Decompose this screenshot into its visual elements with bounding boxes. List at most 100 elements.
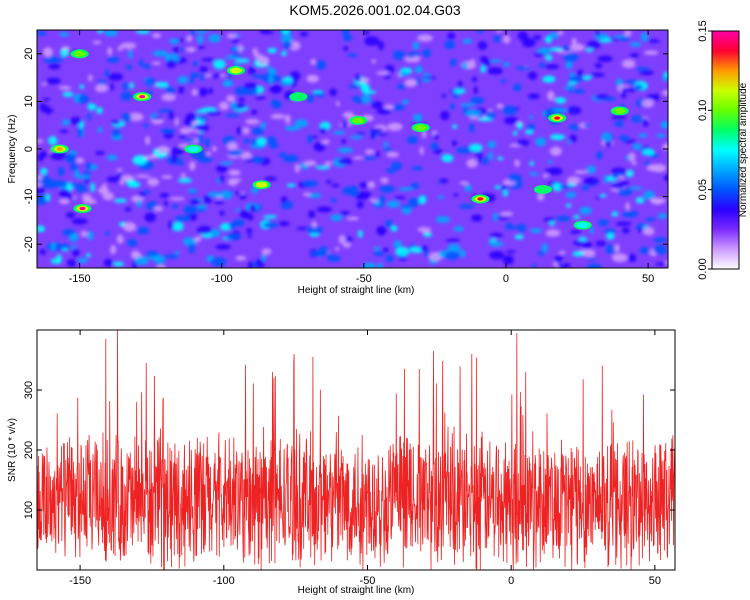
spectrogram-texture xyxy=(482,157,489,165)
spectrogram-texture xyxy=(586,263,602,268)
spectrogram-texture xyxy=(67,150,78,155)
spectrogram-texture xyxy=(451,140,458,147)
spectrogram-texture xyxy=(342,111,354,119)
spectrogram-texture xyxy=(294,163,300,173)
spectrogram-texture xyxy=(260,121,266,130)
spectrogram-texture xyxy=(283,41,293,50)
spectrogram-texture xyxy=(401,205,412,209)
spectrogram-texture xyxy=(338,234,347,245)
spectrogram-texture xyxy=(349,135,364,140)
spectrogram-texture xyxy=(653,244,668,255)
spectrogram-texture xyxy=(227,72,233,79)
spectrogram-texture xyxy=(603,174,608,184)
spectrogram-texture xyxy=(386,200,401,208)
spectrogram-texture xyxy=(634,84,643,90)
snr-y-axis: 100 200 300 xyxy=(23,381,675,519)
spectrogram-texture xyxy=(169,197,185,201)
spectrogram-texture xyxy=(330,197,337,203)
spectrogram-texture xyxy=(179,133,187,139)
spectrogram-texture xyxy=(517,31,529,41)
spectrogram-texture xyxy=(319,127,327,134)
spectrogram-texture xyxy=(524,129,534,135)
spectrogram-texture xyxy=(568,123,581,131)
spectrogram-texture xyxy=(59,129,69,134)
spectrogram-texture xyxy=(268,68,277,76)
spectrogram-texture xyxy=(196,225,213,235)
spectrogram-texture xyxy=(70,162,78,171)
spectrogram-texture xyxy=(104,69,110,78)
peak-core xyxy=(232,68,239,73)
spectrogram-texture xyxy=(184,117,194,127)
spectrogram-texture xyxy=(355,193,370,200)
spectrogram-texture xyxy=(356,200,364,209)
spectrogram-texture xyxy=(601,132,613,142)
spectrogram-texture xyxy=(206,151,212,156)
spectrogram-texture xyxy=(571,37,577,45)
spectrogram-texture xyxy=(302,180,319,188)
spectrogram-texture xyxy=(243,158,255,162)
peak-core xyxy=(79,206,86,211)
spectrogram-texture xyxy=(57,166,65,177)
spectrogram-texture xyxy=(195,208,206,212)
spectrogram-texture xyxy=(384,147,393,153)
spectrogram-texture xyxy=(509,225,518,229)
spectrogram-texture xyxy=(247,213,254,221)
spectrogram-texture xyxy=(235,208,240,212)
spectrogram-texture xyxy=(421,129,427,139)
spectrogram-texture xyxy=(97,126,103,134)
spectrogram-texture xyxy=(471,76,478,83)
spectrogram-texture xyxy=(42,97,51,101)
spectrogram-texture xyxy=(569,230,582,234)
spectrogram-texture xyxy=(441,154,454,163)
spectrogram-texture xyxy=(390,225,398,232)
spectrogram-texture xyxy=(39,249,47,255)
spectrogram-texture xyxy=(485,111,496,119)
spectrogram-texture xyxy=(97,30,104,34)
spectrogram-texture xyxy=(572,251,585,257)
spectrogram-texture xyxy=(213,59,226,70)
spectrogram-texture xyxy=(495,30,504,33)
spectrogram-texture xyxy=(110,244,117,255)
spectrogram-texture xyxy=(256,136,267,146)
spectrogram-texture xyxy=(563,85,576,90)
spectrogram-texture xyxy=(615,221,632,226)
spectrogram-texture xyxy=(383,141,389,148)
spectrogram-texture xyxy=(468,123,475,133)
spectrogram-texture xyxy=(163,254,180,259)
spectrogram-texture xyxy=(61,247,69,252)
spectrogram-texture xyxy=(239,194,247,200)
spectrogram-texture xyxy=(337,158,353,165)
y-tick-label: -10 xyxy=(23,189,35,205)
spectrogram-texture xyxy=(458,203,475,210)
x-tick-label: 0 xyxy=(508,575,514,587)
spectrogram-texture xyxy=(198,87,209,97)
spectrogram-texture xyxy=(380,177,389,184)
spectrogram-texture xyxy=(155,81,169,88)
spectrogram-texture xyxy=(574,170,588,174)
colorbar: 0.00 0.05 0.10 0.15 Normalized spectral amp… xyxy=(697,20,749,279)
spectrogram-texture xyxy=(104,231,111,236)
spectrogram-texture xyxy=(624,30,632,37)
x-tick-label: -50 xyxy=(356,273,372,285)
spectrogram-texture xyxy=(226,33,237,39)
chart-title: KOM5.2026.001.02.04.G03 xyxy=(289,2,461,18)
spectrogram-texture xyxy=(210,257,227,267)
spectrogram-texture xyxy=(582,75,592,81)
spectrogram-texture xyxy=(103,258,114,268)
spectrogram-texture xyxy=(259,30,269,34)
y-tick-label: 200 xyxy=(23,441,35,459)
spectrogram-texture xyxy=(312,90,324,94)
colorbar-axis: 0.00 0.05 0.10 0.15 xyxy=(697,20,712,280)
spectrogram-texture xyxy=(180,173,187,177)
spectrogram-texture xyxy=(145,77,157,87)
spectrogram-texture xyxy=(182,237,198,247)
spectrogram-texture xyxy=(496,103,504,109)
spectrogram-texture xyxy=(410,182,420,190)
spectrogram-texture xyxy=(464,184,472,192)
spectrogram-texture xyxy=(120,42,137,49)
spectrogram-texture xyxy=(527,123,536,130)
spectrogram-texture xyxy=(385,219,393,228)
spectrogram-texture xyxy=(630,42,642,47)
